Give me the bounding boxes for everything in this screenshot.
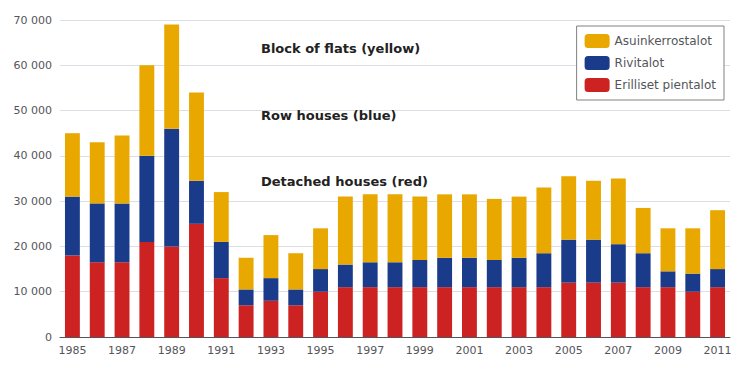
svg-text:10 000: 10 000	[14, 285, 53, 298]
svg-text:30 000: 30 000	[14, 195, 53, 208]
svg-text:70 000: 70 000	[14, 14, 53, 27]
svg-text:2009: 2009	[654, 344, 682, 357]
svg-text:2007: 2007	[604, 344, 632, 357]
svg-text:Detached houses (red): Detached houses (red)	[261, 174, 428, 189]
svg-text:40 000: 40 000	[14, 149, 53, 162]
svg-text:1987: 1987	[108, 344, 136, 357]
svg-text:Erilliset pientalot: Erilliset pientalot	[615, 78, 717, 92]
svg-text:Row houses (blue): Row houses (blue)	[261, 108, 396, 123]
svg-text:Block of flats (yellow): Block of flats (yellow)	[261, 41, 420, 56]
svg-text:2011: 2011	[704, 344, 732, 357]
svg-text:1995: 1995	[307, 344, 335, 357]
svg-text:1993: 1993	[257, 344, 285, 357]
svg-text:60 000: 60 000	[14, 59, 53, 72]
svg-text:1997: 1997	[356, 344, 384, 357]
svg-text:Rivitalot: Rivitalot	[615, 56, 665, 70]
svg-text:1985: 1985	[58, 344, 86, 357]
svg-text:2005: 2005	[555, 344, 583, 357]
svg-text:1991: 1991	[207, 344, 235, 357]
svg-text:20 000: 20 000	[14, 240, 53, 253]
svg-text:50 000: 50 000	[14, 104, 53, 117]
svg-text:2001: 2001	[455, 344, 483, 357]
svg-text:Asuinkerrostalot: Asuinkerrostalot	[615, 34, 713, 48]
svg-text:0: 0	[45, 331, 52, 344]
svg-text:1989: 1989	[158, 344, 186, 357]
svg-text:1999: 1999	[406, 344, 434, 357]
svg-text:2003: 2003	[505, 344, 533, 357]
